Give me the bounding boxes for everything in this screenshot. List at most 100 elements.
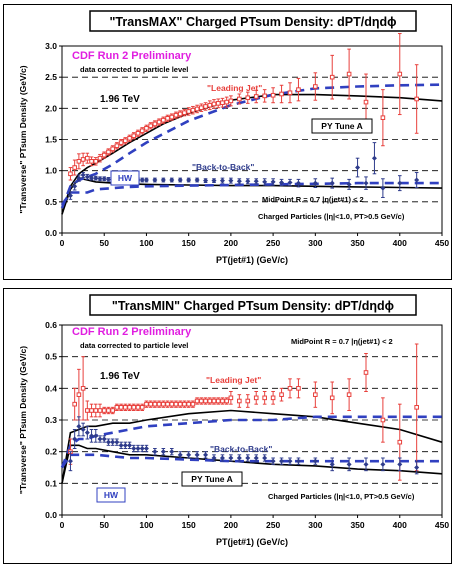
y-tick-label: 0.6	[45, 320, 57, 330]
data-point-back-to-back	[363, 461, 369, 467]
data-point-back-to-back	[312, 180, 318, 186]
model-curve-hw	[60, 83, 443, 209]
model-curve-hw	[60, 415, 442, 468]
data-point-back-to-back	[380, 185, 386, 191]
data-point-leading-jet	[380, 115, 386, 120]
data-point-back-to-back	[186, 452, 192, 458]
data-point-back-to-back	[253, 178, 259, 184]
data-point-leading-jet	[144, 125, 149, 131]
data-point-leading-jet	[397, 439, 403, 445]
x-tick-label: 0	[60, 520, 65, 530]
data-point-leading-jet	[414, 405, 419, 410]
data-point-leading-jet	[346, 392, 352, 397]
data-point-leading-jet	[139, 128, 145, 134]
herwig-label: HW	[104, 490, 119, 500]
data-point-back-to-back	[236, 455, 242, 461]
leading-jet-label: "Leading Jet"	[207, 83, 262, 93]
data-point-back-to-back	[270, 179, 276, 185]
data-point-back-to-back	[89, 175, 95, 181]
data-point-leading-jet	[313, 392, 318, 397]
data-point-leading-jet	[169, 114, 175, 120]
midpoint-cut-label: MidPoint R = 0.7 |η(jet#1) < 2	[262, 195, 364, 204]
data-point-leading-jet	[414, 96, 419, 102]
data-point-back-to-back	[228, 455, 234, 461]
data-point-back-to-back	[105, 439, 111, 445]
herwig-label: HW	[118, 173, 133, 183]
data-point-back-to-back	[177, 177, 183, 183]
y-tick-label: 0.0	[45, 228, 57, 238]
data-point-back-to-back	[363, 180, 369, 186]
data-point-leading-jet	[190, 107, 196, 113]
data-point-leading-jet	[186, 109, 191, 114]
data-point-back-to-back	[97, 436, 103, 442]
data-point-leading-jet	[127, 405, 132, 410]
energy-label: 1.96 TeV	[100, 94, 140, 105]
x-tick-label: 450	[435, 520, 449, 530]
data-point-leading-jet	[224, 398, 229, 404]
data-point-leading-jet	[131, 405, 137, 410]
data-point-leading-jet	[118, 405, 124, 410]
y-tick-label: 1.5	[45, 135, 57, 145]
data-point-back-to-back	[186, 177, 192, 183]
x-tick-label: 150	[182, 238, 196, 248]
data-point-leading-jet	[296, 386, 301, 391]
x-tick-label: 50	[99, 238, 109, 248]
data-point-leading-jet	[194, 106, 200, 112]
data-point-leading-jet	[101, 408, 107, 413]
data-point-back-to-back	[101, 176, 107, 182]
data-point-leading-jet	[123, 405, 128, 410]
data-point-leading-jet	[177, 111, 183, 117]
data-point-leading-jet	[186, 401, 191, 407]
data-point-leading-jet	[156, 401, 162, 407]
x-tick-label: 100	[139, 238, 153, 248]
data-point-leading-jet	[106, 149, 111, 155]
data-point-leading-jet	[207, 102, 213, 108]
data-point-leading-jet	[135, 405, 141, 410]
data-point-back-to-back	[93, 433, 99, 439]
x-tick-label: 250	[266, 238, 280, 248]
data-point-leading-jet	[211, 398, 217, 404]
data-point-back-to-back	[143, 177, 149, 183]
data-point-back-to-back	[219, 455, 225, 461]
data-point-back-to-back	[287, 180, 293, 186]
model-curve-pythia	[61, 444, 443, 484]
data-point-back-to-back	[312, 458, 318, 464]
data-point-back-to-back	[72, 436, 78, 442]
data-point-back-to-back	[80, 427, 86, 432]
x-tick-label: 0	[60, 238, 65, 248]
chart-title-box	[89, 294, 417, 316]
chart-title-box	[89, 10, 417, 32]
y-tick-label: 1.0	[45, 166, 57, 176]
data-point-leading-jet	[89, 408, 94, 413]
chart-title: "TransMAX" Charged PTsum Density: dPT/dη…	[110, 15, 397, 29]
data-point-back-to-back	[414, 177, 420, 183]
data-point-leading-jet	[114, 143, 120, 149]
preliminary-label: CDF Run 2 Preliminary	[72, 326, 192, 338]
transmax-chart: "TransMAX" Charged PTsum Density: dPT/dη…	[3, 4, 452, 280]
data-point-back-to-back	[371, 155, 377, 161]
data-point-back-to-back	[160, 449, 166, 455]
data-point-leading-jet	[148, 401, 153, 407]
data-point-back-to-back	[270, 458, 276, 464]
data-point-leading-jet	[152, 121, 158, 127]
model-curve-pythia	[61, 93, 443, 215]
data-point-back-to-back	[329, 180, 335, 186]
energy-label: 1.96 TeV	[100, 371, 140, 382]
data-point-back-to-back	[219, 178, 225, 184]
data-point-back-to-back	[245, 455, 251, 461]
data-point-leading-jet	[203, 104, 208, 109]
data-point-leading-jet	[68, 171, 73, 177]
y-axis-label: "Transverse" PTsum Density (GeV/c)	[18, 346, 28, 494]
data-point-back-to-back	[139, 446, 145, 451]
data-point-leading-jet	[190, 401, 196, 407]
transmin-chart: "TransMIN" Charged PTsum Density: dPT/dη…	[3, 288, 452, 564]
data-point-back-to-back	[84, 430, 90, 436]
data-point-leading-jet	[220, 100, 225, 106]
x-tick-label: 200	[224, 238, 238, 248]
data-point-back-to-back	[253, 455, 259, 461]
data-point-back-to-back	[279, 180, 285, 186]
y-tick-label: 3.0	[45, 41, 57, 51]
data-point-leading-jet	[211, 101, 217, 107]
charged-particles-label: Charged Particles (|η|<1.0, PT>0.5 GeV/c…	[258, 212, 405, 221]
data-point-back-to-back	[127, 442, 133, 448]
